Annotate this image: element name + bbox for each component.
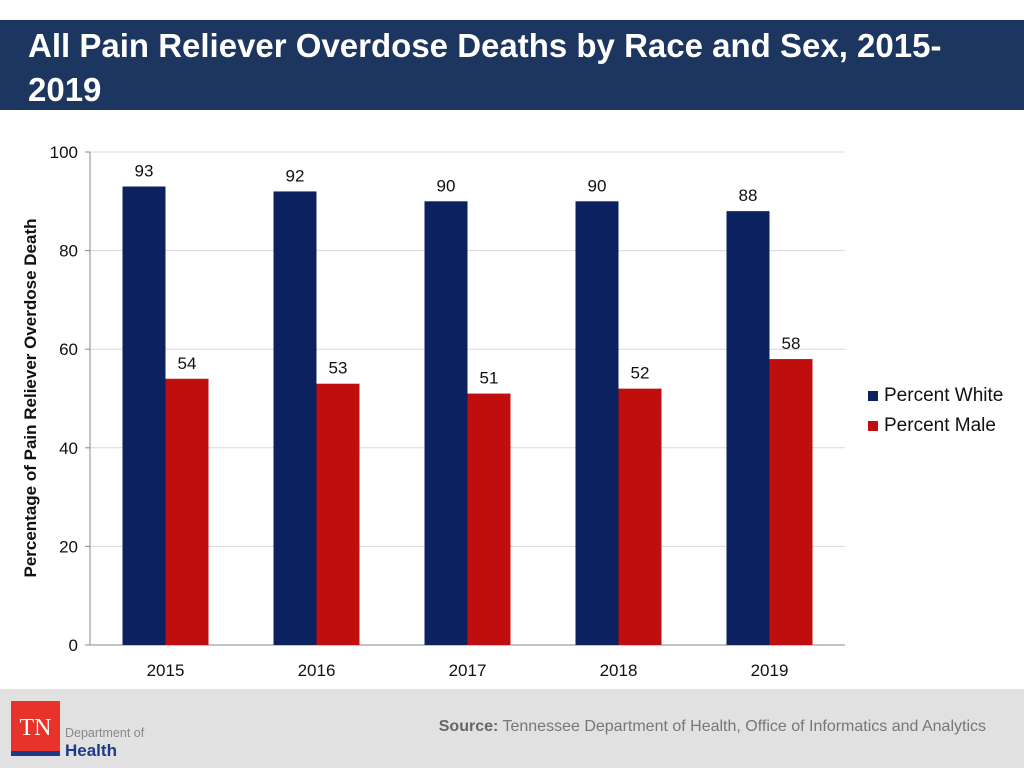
svg-text:Health: Health: [65, 741, 117, 759]
svg-text:Department of: Department of: [65, 726, 145, 740]
bar-male: [769, 359, 813, 645]
y-tick-label: 0: [69, 636, 78, 655]
y-tick-label: 20: [59, 537, 78, 556]
y-tick-label: 80: [59, 242, 78, 261]
x-tick-label: 2015: [147, 661, 185, 680]
bar-male: [618, 388, 662, 645]
source-note: Source: Tennessee Department of Health, …: [438, 718, 986, 735]
slide-title: All Pain Reliever Overdose Deaths by Rac…: [28, 27, 942, 108]
x-tick-label: 2017: [449, 661, 487, 680]
legend-swatch-male: [868, 421, 878, 431]
x-tick-label: 2019: [751, 661, 789, 680]
bar-male: [165, 378, 209, 645]
x-tick-label: 2016: [298, 661, 336, 680]
bar-chart: 0 20 40 60 80 100 2015 93 54 2016 92 53 2017 90 51 2018…: [50, 143, 845, 680]
data-label: 90: [437, 176, 456, 195]
legend-label: Percent Male: [884, 415, 996, 436]
data-label: 52: [631, 364, 650, 383]
legend-label: Percent White: [884, 385, 1004, 406]
data-label: 53: [329, 359, 348, 378]
bar-white: [273, 191, 317, 645]
y-tick-label: 60: [59, 340, 78, 359]
y-axis-label: Percentage of Pain Reliever Overdose Dea…: [21, 218, 40, 578]
data-label: 51: [480, 369, 499, 388]
data-label: 88: [739, 186, 758, 205]
legend-swatch-white: [868, 391, 878, 401]
bar-white: [575, 201, 619, 646]
bar-male: [467, 393, 511, 645]
data-label: 54: [178, 354, 197, 373]
bar-male: [316, 383, 360, 645]
bar-white: [424, 201, 468, 646]
svg-text:TN: TN: [20, 715, 52, 741]
y-tick-label: 40: [59, 439, 78, 458]
legend-item-white: Percent White: [868, 385, 1003, 407]
data-label: 90: [588, 176, 607, 195]
y-tick-label: 100: [50, 143, 78, 162]
data-label: 58: [782, 334, 801, 353]
legend-item-male: Percent Male: [868, 415, 996, 437]
tn-health-logo: TN Department of Health: [11, 701, 145, 759]
bar-white: [122, 186, 166, 645]
footer: TN Department of Health Source: Tennesse…: [0, 689, 1024, 768]
data-label: 92: [286, 166, 305, 185]
data-label: 93: [135, 162, 154, 181]
bar-white: [726, 211, 770, 645]
x-tick-label: 2018: [600, 661, 638, 680]
title-banner: [0, 20, 1024, 110]
